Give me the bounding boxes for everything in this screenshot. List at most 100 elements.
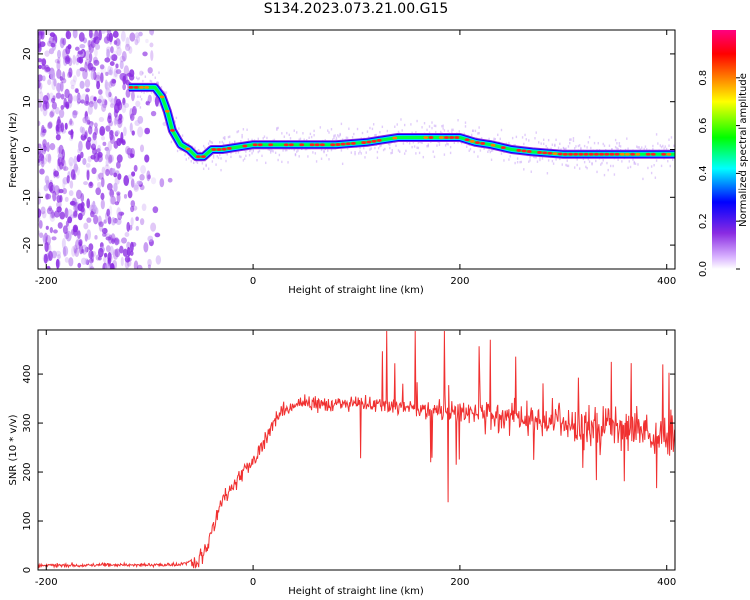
noise-speck (64, 122, 68, 130)
halo-speck (634, 162, 637, 165)
halo-speck (303, 138, 305, 141)
halo-speck (235, 151, 237, 154)
ridge-peak-dot (371, 139, 377, 143)
noise-speck (51, 209, 55, 218)
halo-speck (449, 145, 452, 149)
noise-speck (45, 193, 52, 200)
noise-speck (94, 235, 98, 240)
noise-speck (98, 94, 104, 106)
noise-speck (42, 106, 48, 117)
noise-speck (38, 219, 43, 229)
ridge-peak-dot (635, 152, 641, 156)
halo-speck (261, 154, 263, 158)
noise-speck (116, 46, 122, 57)
halo-speck (639, 148, 642, 151)
halo-speck (403, 123, 406, 127)
halo-speck (302, 132, 304, 135)
halo-speck (341, 138, 344, 141)
halo-speck (586, 166, 588, 170)
noise-speck (48, 36, 54, 45)
noise-speck (89, 266, 95, 269)
halo-speck (396, 123, 398, 126)
ridge-peak-dot (521, 149, 527, 153)
top-y-tick-label: 0 (22, 146, 33, 152)
noise-speck (80, 99, 85, 104)
noise-speck (39, 82, 43, 90)
halo-speck (557, 146, 560, 149)
noise-speck (134, 38, 139, 46)
halo-speck (655, 133, 658, 136)
noise-speck (98, 221, 104, 228)
halo-speck (229, 141, 231, 144)
halo-speck (243, 157, 246, 160)
noise-speck (124, 255, 131, 263)
halo-speck (443, 129, 446, 132)
halo-speck (412, 141, 415, 144)
noise-speck (120, 256, 124, 267)
noise-speck (58, 188, 64, 194)
noise-speck (90, 69, 95, 80)
halo-speck (158, 71, 160, 74)
halo-speck (576, 163, 578, 167)
ridge-peak-dot (309, 143, 315, 147)
ridge-peak-dot (128, 85, 134, 89)
halo-speck (614, 145, 617, 149)
halo-speck (643, 147, 645, 151)
halo-speck (170, 140, 173, 144)
noise-speck (101, 166, 106, 175)
halo-speck (664, 145, 666, 148)
noise-speck (45, 66, 51, 72)
noise-speck (95, 74, 101, 84)
noise-speck (137, 264, 143, 269)
halo-speck (576, 158, 578, 161)
halo-speck (271, 149, 273, 152)
noise-speck (98, 89, 103, 95)
noise-speck (101, 227, 108, 234)
noise-speck (56, 146, 61, 155)
noise-speck (131, 130, 135, 136)
noise-speck (68, 120, 75, 127)
ridge-peak-dot (392, 136, 398, 140)
halo-speck (323, 149, 325, 153)
halo-speck (224, 137, 226, 141)
ridge-peak-dot (423, 136, 429, 139)
noise-speck (61, 238, 66, 250)
noise-speck (134, 120, 141, 126)
noise-speck (150, 50, 154, 61)
halo-speck (299, 137, 302, 141)
halo-speck (435, 130, 437, 134)
halo-speck (379, 144, 381, 148)
noise-speck (64, 207, 69, 219)
noise-speck (111, 168, 116, 174)
ridge-peak-dot (645, 152, 651, 156)
noise-speck (108, 154, 114, 163)
halo-speck (257, 150, 259, 154)
halo-speck (339, 133, 341, 137)
halo-speck (442, 124, 444, 127)
noise-speck (68, 257, 74, 267)
halo-speck (444, 144, 447, 147)
halo-speck (669, 164, 671, 168)
halo-speck (447, 143, 449, 146)
noise-speck (117, 118, 122, 125)
halo-speck (655, 159, 658, 162)
halo-speck (578, 167, 581, 170)
ridge-peak-dot (170, 128, 175, 132)
halo-speck (538, 141, 540, 144)
halo-speck (499, 137, 501, 141)
noise-speck (88, 125, 93, 135)
noise-speck (49, 179, 53, 185)
noise-speck (147, 235, 154, 243)
noise-speck (102, 141, 107, 147)
halo-speck (490, 158, 493, 161)
halo-speck (345, 136, 348, 139)
halo-speck (395, 144, 397, 147)
halo-speck (276, 127, 278, 130)
noise-speck (50, 42, 56, 48)
halo-speck (606, 161, 608, 165)
noise-speck (89, 181, 93, 187)
noise-speck (150, 110, 157, 117)
ridge-peak-dot (464, 138, 470, 142)
halo-speck (281, 132, 283, 135)
noise-speck (114, 119, 119, 125)
